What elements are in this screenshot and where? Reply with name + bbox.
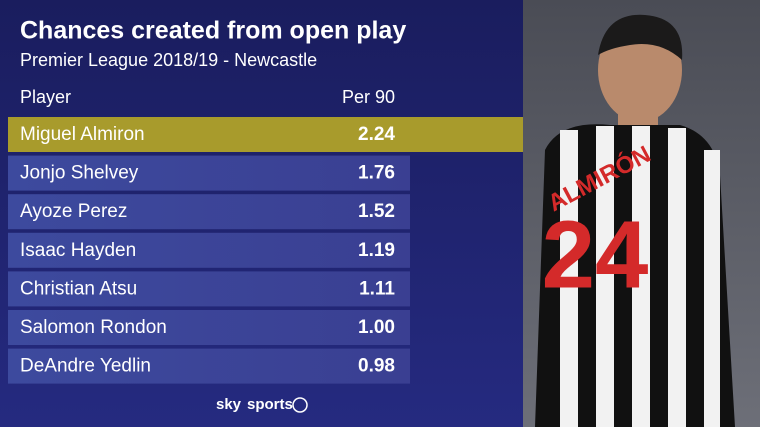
row [8,155,410,191]
player-photo: ALMIRÓN 24 [523,0,760,427]
player-name: Ayoze Perez [20,201,127,222]
logo-product: sports [247,396,293,413]
subtitle: Premier League 2018/19 - Newcastle [20,50,317,70]
player-name: Isaac Hayden [20,240,136,261]
per-90-value: 1.19 [358,240,395,261]
row [8,194,410,230]
player-name: Miguel Almiron [20,124,145,145]
row [8,232,410,268]
per-90-value: 1.11 [359,278,395,299]
per-90-value: 1.52 [358,201,395,222]
per-90-value: 1.00 [358,317,395,338]
per-90-value: 2.24 [358,124,395,145]
per-90-value: 1.76 [358,163,395,184]
row [8,271,410,307]
player-name: Salomon Rondon [20,317,167,338]
highlight-row [8,117,523,152]
player-name: Christian Atsu [20,278,137,299]
table-rows: Miguel Almiron 2.24 Jonjo Shelvey 1.76 Ayoze… [8,117,523,384]
player-name: Jonjo Shelvey [20,163,139,184]
row [8,348,410,384]
title: Chances created from open play [20,17,406,45]
logo-brand: sky [216,396,242,413]
row [8,310,410,345]
column-header: Player [20,87,71,107]
per-90-value: 0.98 [358,356,395,377]
column-header: Per 90 [342,87,395,107]
player-name: DeAndre Yedlin [20,356,151,377]
logo: sky sports [216,396,308,413]
shirt-number: 24 [542,201,649,308]
